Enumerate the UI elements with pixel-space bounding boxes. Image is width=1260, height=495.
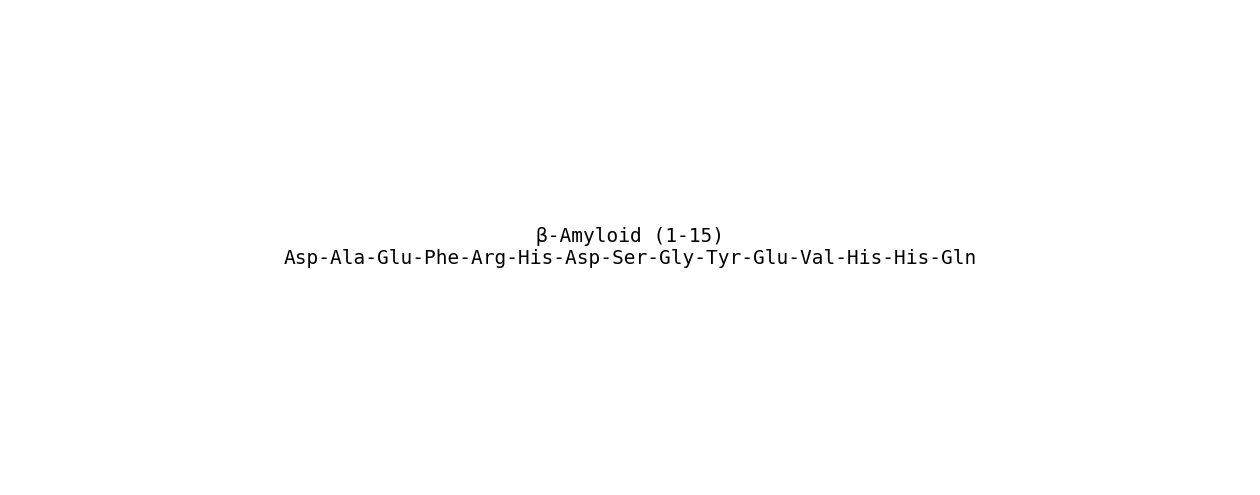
Text: β-Amyloid (1-15)
Asp-Ala-Glu-Phe-Arg-His-Asp-Ser-Gly-Tyr-Glu-Val-His-His-Gln: β-Amyloid (1-15) Asp-Ala-Glu-Phe-Arg-His… (284, 227, 976, 268)
